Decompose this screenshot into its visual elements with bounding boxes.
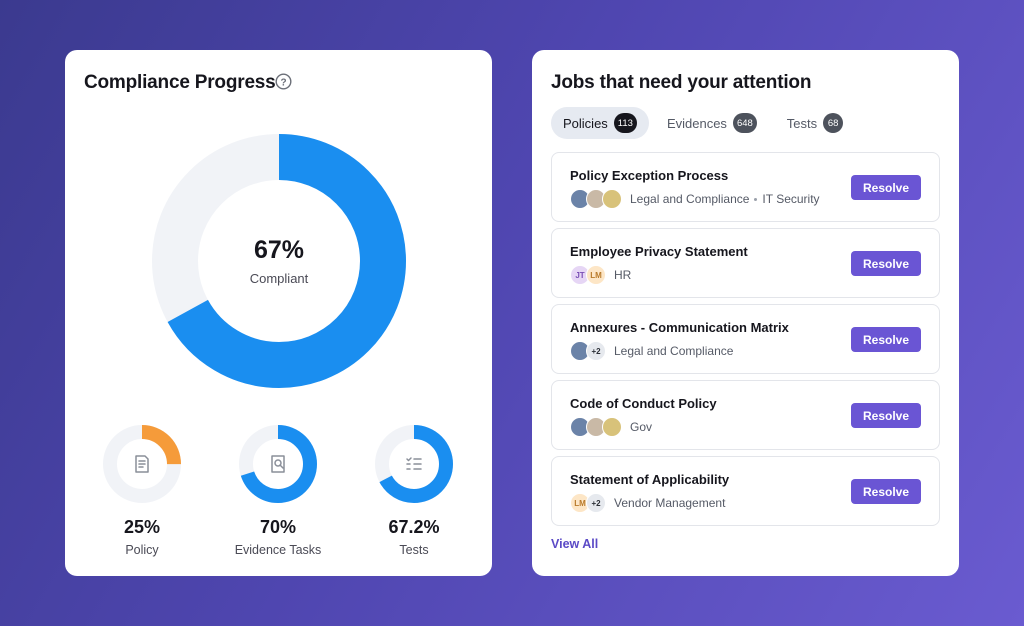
tab-count-badge: 648 bbox=[732, 113, 757, 133]
job-title: Code of Conduct Policy bbox=[570, 396, 717, 411]
policy-ring bbox=[102, 424, 182, 504]
avatar-overflow: +2 bbox=[586, 493, 606, 513]
tests-percent: 67.2% bbox=[388, 517, 440, 537]
separator-dot bbox=[754, 198, 758, 202]
tab-tests[interactable]: Tests 68 bbox=[775, 107, 855, 139]
policy-percent: 25% bbox=[123, 517, 161, 537]
evidence-percent: 70% bbox=[259, 517, 297, 537]
list-item[interactable]: Statement of Applicability LM +2 Vendor … bbox=[551, 456, 940, 526]
list-item[interactable]: Annexures - Communication Matrix +2 Lega… bbox=[551, 304, 940, 374]
job-title: Employee Privacy Statement bbox=[570, 244, 748, 259]
job-owner: IT Security bbox=[762, 192, 820, 206]
avatar-group: +2 bbox=[570, 341, 606, 361]
job-owner: Gov bbox=[630, 420, 653, 434]
tab-evidences[interactable]: Evidences 648 bbox=[655, 107, 769, 139]
evidence-tasks-ring bbox=[238, 424, 318, 504]
resolve-button[interactable]: Resolve bbox=[851, 479, 921, 504]
tests-label: Tests bbox=[399, 543, 429, 557]
document-icon bbox=[135, 455, 149, 473]
policy-ring-fill bbox=[103, 425, 181, 503]
tests-ring-fill bbox=[375, 425, 453, 503]
job-owner: Vendor Management bbox=[614, 496, 726, 510]
jobs-card: Jobs that need your attention Policies 1… bbox=[532, 50, 959, 576]
compliance-percent: 67% bbox=[253, 236, 305, 264]
avatar bbox=[602, 189, 622, 209]
svg-text:?: ? bbox=[280, 77, 286, 88]
resolve-button[interactable]: Resolve bbox=[851, 251, 921, 276]
compliance-donut-fill bbox=[152, 134, 406, 388]
help-icon[interactable]: ? bbox=[275, 73, 292, 90]
compliance-sub-label: Compliant bbox=[249, 271, 309, 286]
view-all-link[interactable]: View All bbox=[551, 537, 599, 551]
avatar bbox=[602, 417, 622, 437]
compliance-donut-chart: 67% Compliant bbox=[151, 133, 407, 389]
list-item[interactable]: Employee Privacy Statement JT LM HR Reso… bbox=[551, 228, 940, 298]
compliance-progress-title: Compliance Progress bbox=[84, 72, 276, 93]
policy-label: Policy bbox=[125, 543, 159, 557]
evidence-label: Evidence Tasks bbox=[234, 543, 322, 557]
avatar: JT bbox=[570, 265, 590, 285]
list-item[interactable]: Policy Exception Process Legal and Compl… bbox=[551, 152, 940, 222]
avatar-group: JT LM bbox=[570, 265, 606, 285]
avatar: LM bbox=[586, 265, 606, 285]
job-owner: Legal and Compliance bbox=[614, 344, 734, 358]
checklist-icon bbox=[406, 457, 422, 470]
jobs-title: Jobs that need your attention bbox=[551, 72, 812, 93]
tests-stat: 67.2% Tests bbox=[344, 517, 484, 557]
job-title: Annexures - Communication Matrix bbox=[570, 320, 789, 335]
compliance-progress-card: Compliance Progress ? 67% Compliant 25% … bbox=[65, 50, 492, 576]
jobs-tabs: Policies 113 Evidences 648 Tests 68 bbox=[551, 107, 861, 139]
avatar-group bbox=[570, 189, 622, 209]
resolve-button[interactable]: Resolve bbox=[851, 403, 921, 428]
job-title: Statement of Applicability bbox=[570, 472, 730, 487]
list-item[interactable]: Code of Conduct Policy Gov Resolve bbox=[551, 380, 940, 450]
tab-label: Tests bbox=[786, 115, 818, 131]
job-owner: HR bbox=[614, 268, 632, 282]
job-title: Policy Exception Process bbox=[570, 168, 729, 183]
tab-count-badge: 113 bbox=[613, 113, 637, 133]
search-document-icon bbox=[271, 455, 285, 473]
tab-count-badge: 68 bbox=[823, 113, 844, 133]
evidence-tasks-stat: 70% Evidence Tasks bbox=[208, 517, 348, 557]
avatar-group bbox=[570, 417, 622, 437]
tab-label: Policies bbox=[563, 115, 608, 131]
job-owner: Legal and Compliance bbox=[630, 192, 750, 206]
resolve-button[interactable]: Resolve bbox=[851, 327, 921, 352]
tab-policies[interactable]: Policies 113 bbox=[551, 107, 649, 139]
avatar-group: LM +2 bbox=[570, 493, 606, 513]
tab-label: Evidences bbox=[666, 115, 727, 131]
evidence-ring-fill bbox=[239, 425, 317, 503]
tests-ring bbox=[374, 424, 454, 504]
avatar-overflow: +2 bbox=[586, 341, 606, 361]
policy-stat: 25% Policy bbox=[72, 517, 212, 557]
resolve-button[interactable]: Resolve bbox=[851, 175, 921, 200]
